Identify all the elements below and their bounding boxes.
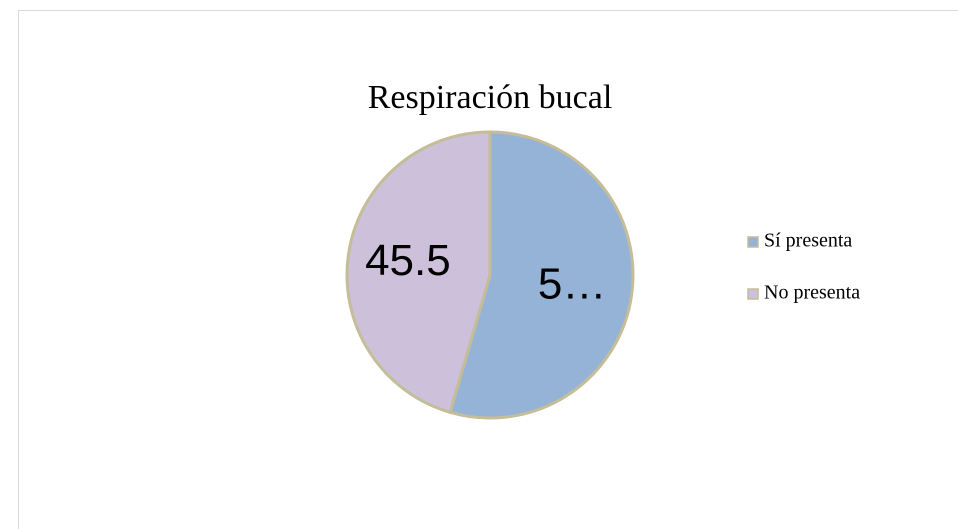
legend-label: No presenta [764,282,860,304]
data-label: 5… [538,259,606,308]
data-label: 45.5 [365,236,451,285]
pie-slice [345,130,492,415]
chart-title: Respiración bucal [368,79,613,116]
legend-label: Sí presenta [764,230,852,252]
pie-slice [448,130,635,420]
legend-swatch [747,236,759,248]
legend-swatch [747,288,759,300]
